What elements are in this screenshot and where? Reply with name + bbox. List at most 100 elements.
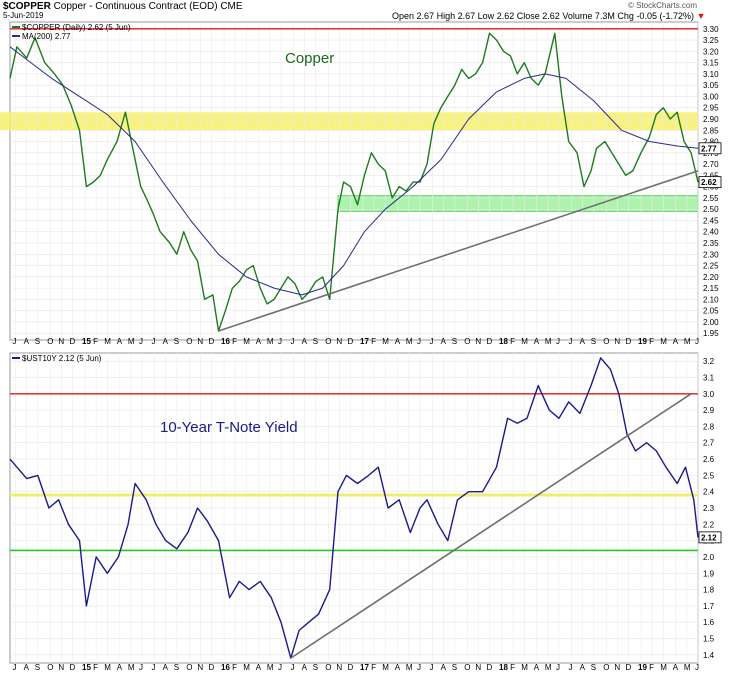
open-value: 2.67	[416, 11, 435, 21]
y-tick-label: 2.15	[703, 284, 719, 293]
series-line-ma200	[9, 46, 699, 296]
x-tick-label: F	[510, 337, 515, 346]
x-tick-label: F	[371, 337, 376, 346]
exchange-label: CME	[220, 1, 243, 12]
legend-label: $COPPER (Daily) 2.62 (5 Jun)	[22, 23, 131, 32]
y-tick-label: 1.7	[703, 602, 715, 611]
x-tick-label: J	[13, 663, 17, 672]
x-tick-label: A	[24, 337, 30, 346]
last-value-box	[698, 176, 722, 189]
y-tick-label: 2.2	[703, 520, 715, 529]
panel-title: Copper	[285, 50, 334, 67]
x-tick-label: N	[58, 663, 64, 672]
x-tick-label: M	[521, 663, 528, 672]
x-tick-label: J	[278, 663, 282, 672]
x-tick-label: S	[35, 663, 40, 672]
x-tick-label: M	[521, 337, 528, 346]
x-tick-label: D	[209, 663, 215, 672]
y-tick-label: 2.9	[703, 406, 715, 415]
x-tick-label: A	[580, 337, 586, 346]
x-tick-label: M	[660, 663, 667, 672]
x-tick-label: O	[325, 337, 331, 346]
x-tick-label: O	[603, 663, 609, 672]
panel-yield: 3.23.13.02.92.82.72.62.52.42.32.22.12.01…	[9, 352, 722, 672]
x-tick-label: A	[441, 663, 447, 672]
x-tick-label: S	[174, 337, 179, 346]
chg-down-icon: ▼	[696, 11, 706, 21]
x-tick-label: O	[186, 663, 192, 672]
x-tick-label: S	[452, 337, 457, 346]
x-tick-label: S	[313, 663, 318, 672]
x-tick-label: M	[382, 337, 389, 346]
x-tick-label: J	[291, 337, 295, 346]
panel-copper: 3.30 3.25 3.20 3.15 3.10 3.05 3.00 2.95 2.90 2.85…	[0, 21, 722, 346]
volume-label: Volume	[562, 11, 593, 21]
x-tick-label: F	[232, 337, 237, 346]
y-tick-label: 2.25	[703, 262, 719, 271]
x-tick-label: S	[313, 337, 318, 346]
x-tick-label: 19	[638, 663, 647, 672]
x-tick-label: 18	[499, 663, 508, 672]
x-tick-label: F	[371, 663, 376, 672]
y-tick-label: 2.30	[703, 250, 719, 259]
last-value-text: 2.62	[701, 178, 717, 187]
x-tick-label: O	[325, 663, 331, 672]
chg-value: -0.05 (-1.72%)	[636, 11, 694, 21]
x-tick-label: M	[243, 337, 250, 346]
y-tick-label: 2.20	[703, 273, 719, 282]
x-tick-label: D	[487, 663, 493, 672]
y-tick-label: 2.10	[703, 295, 719, 304]
y-tick-label: 2.0	[703, 553, 715, 562]
x-tick-label: S	[452, 663, 457, 672]
x-tick-label: 15	[82, 337, 91, 346]
x-tick-label: M	[684, 663, 691, 672]
x-tick-label: J	[152, 663, 156, 672]
series-line-ust10y	[9, 357, 699, 659]
x-tick-label: J	[13, 337, 17, 346]
x-tick-label: A	[395, 663, 401, 672]
y-tick-label: 3.15	[703, 59, 719, 68]
x-tick-label: F	[93, 337, 98, 346]
x-tick-label: A	[302, 663, 308, 672]
resistance-zone-band	[0, 112, 698, 131]
y-tick-label: 2.80	[703, 138, 719, 147]
x-tick-label: 17	[360, 337, 369, 346]
y-tick-label: 2.55	[703, 194, 719, 203]
x-tick-label: M	[684, 337, 691, 346]
y-tick-label: 2.35	[703, 239, 719, 248]
x-tick-label: M	[267, 337, 274, 346]
y-tick-label: 2.50	[703, 205, 719, 214]
x-tick-label: F	[232, 663, 237, 672]
x-tick-label: N	[614, 663, 620, 672]
y-tick-label: 2.7	[703, 439, 715, 448]
chart-header-title: $COPPER Copper - Continuous Contract (EO…	[3, 1, 243, 12]
x-tick-label: O	[47, 337, 53, 346]
uptrend-line	[218, 170, 699, 332]
x-tick-label: S	[591, 337, 596, 346]
y-tick-label: 1.95	[703, 329, 719, 338]
x-tick-label: S	[174, 663, 179, 672]
x-tick-label: J	[152, 337, 156, 346]
watermark: © StockCharts.com	[628, 1, 698, 10]
open-label: Open	[392, 11, 415, 21]
x-tick-label: N	[475, 337, 481, 346]
x-tick-label: D	[487, 337, 493, 346]
y-tick-label: 2.8	[703, 422, 715, 431]
x-tick-label: D	[348, 663, 354, 672]
y-tick-label: 1.9	[703, 569, 715, 578]
y-tick-label: 2.40	[703, 228, 719, 237]
y-tick-label: 2.4	[703, 488, 715, 497]
x-tick-label: A	[673, 663, 679, 672]
x-tick-label: N	[336, 337, 342, 346]
x-tick-label: S	[591, 663, 596, 672]
x-tick-label: J	[430, 663, 434, 672]
x-tick-label: M	[660, 337, 667, 346]
x-tick-label: D	[348, 337, 354, 346]
series-line-copper	[9, 32, 699, 332]
legend-label: MA(200) 2.77	[22, 32, 71, 41]
x-tick-label: J	[139, 663, 143, 672]
x-tick-label: A	[580, 663, 586, 672]
x-tick-label: J	[417, 337, 421, 346]
x-tick-label: N	[336, 663, 342, 672]
last-value-text: 2.77	[701, 144, 717, 153]
